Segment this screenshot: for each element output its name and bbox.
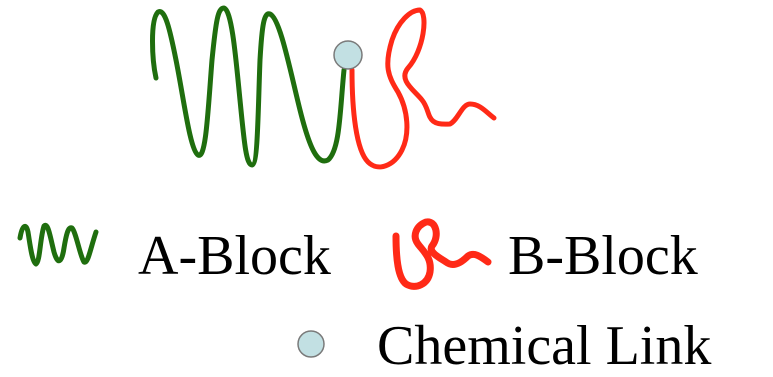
chemical-link-label: Chemical Link [377, 315, 712, 377]
a-block-chain [150, 5, 347, 168]
chemical-link-junction [333, 40, 363, 70]
green-coil-icon [17, 222, 99, 267]
a-block-label: A-Block [138, 225, 331, 287]
b-block-chain [349, 7, 497, 170]
chemical-link-circle-icon [297, 330, 325, 358]
red-coil-icon [392, 218, 492, 290]
b-block-label: B-Block [508, 225, 698, 287]
